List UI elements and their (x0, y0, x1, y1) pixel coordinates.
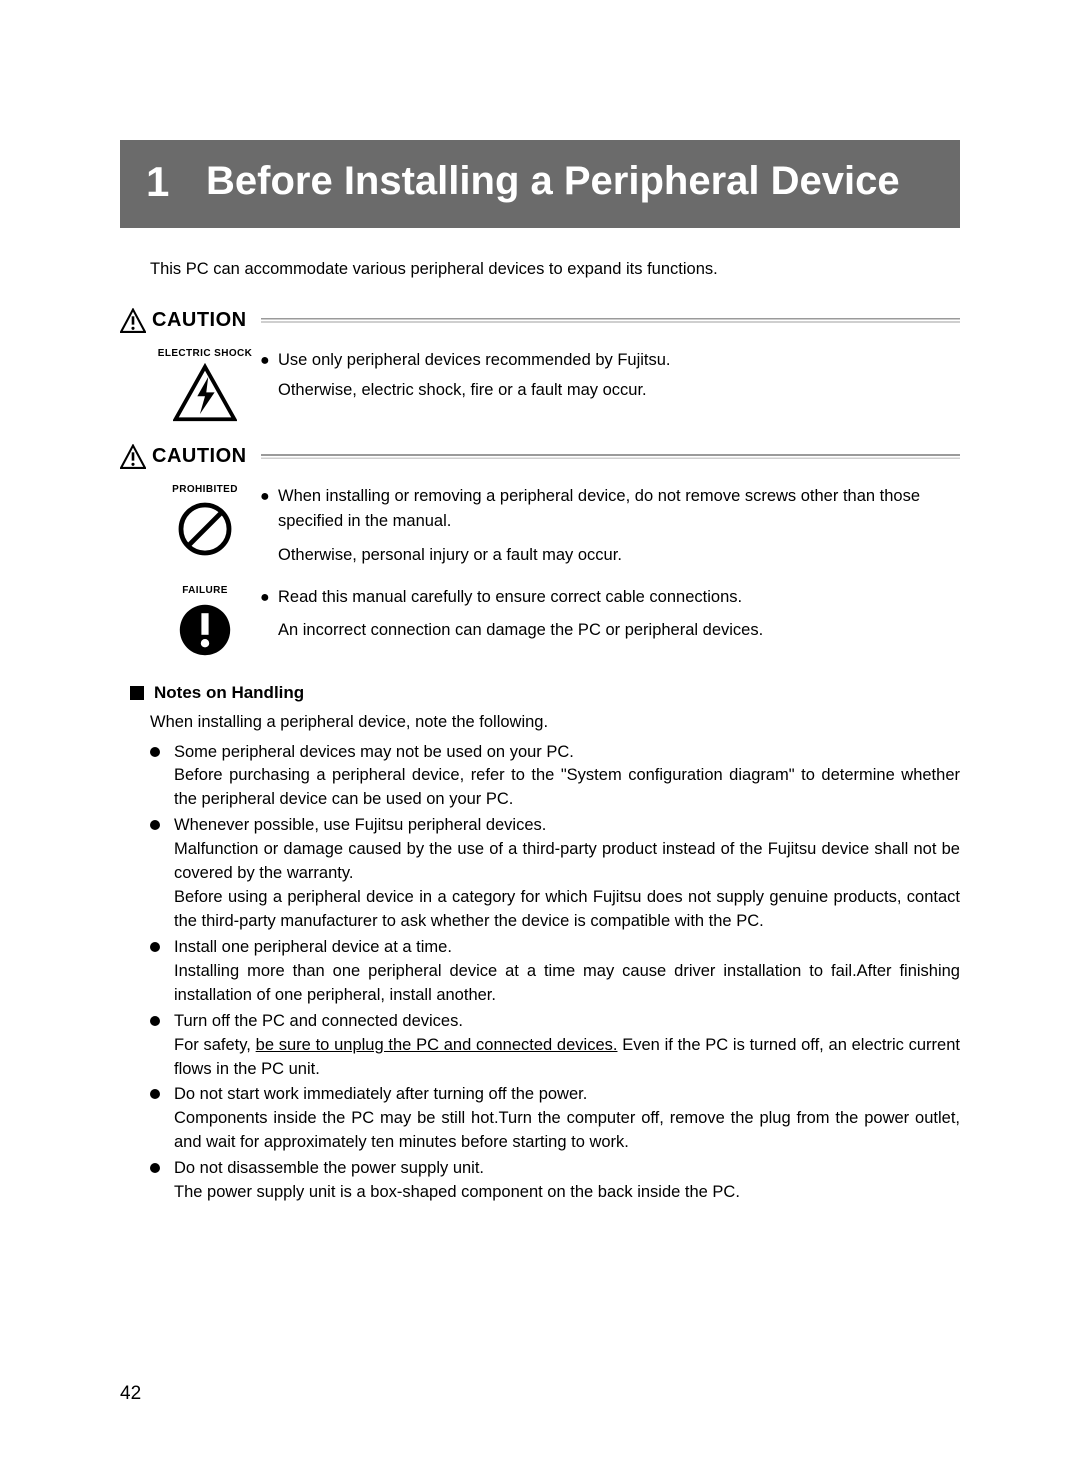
section-title-bar: 1 Before Installing a Peripheral Device (120, 140, 960, 228)
section-number: 1 (146, 158, 206, 206)
note-rest: Components inside the PC may be still ho… (174, 1107, 960, 1155)
warning-bullet: When installing or removing a peripheral… (278, 484, 960, 535)
section-title: Before Installing a Peripheral Device (206, 158, 900, 204)
note-item: Turn off the PC and connected devices.Fo… (150, 1010, 960, 1082)
warning-followup: An incorrect connection can damage the P… (278, 618, 960, 644)
warning-icon-label: FAILURE (150, 585, 260, 596)
note-item: Some peripheral devices may not be used … (150, 741, 960, 813)
warning-followup: Otherwise, personal injury or a fault ma… (278, 543, 960, 569)
warning-text: ● Use only peripheral devices recommende… (260, 348, 960, 428)
note-rest: The power supply unit is a box-shaped co… (174, 1181, 960, 1205)
bullet-dot-icon: ● (260, 585, 278, 611)
warning-row-failure: FAILURE ● Read this manual carefully to … (150, 585, 960, 665)
note-rest: Before purchasing a peripheral device, r… (174, 764, 960, 812)
warning-text: ● When installing or removing a peripher… (260, 484, 960, 569)
page-number: 42 (120, 1383, 141, 1405)
note-item: Install one peripheral device at a time.… (150, 936, 960, 1008)
note-body: Some peripheral devices may not be used … (174, 741, 960, 813)
bullet-dot-icon: ● (260, 484, 278, 535)
warning-text: ● Read this manual carefully to ensure c… (260, 585, 960, 665)
caution-label: CAUTION (152, 309, 247, 332)
intro-text: This PC can accommodate various peripher… (150, 258, 960, 282)
caution-rule (261, 318, 960, 323)
warning-icon-label: PROHIBITED (150, 484, 260, 495)
note-body: Do not start work immediately after turn… (174, 1083, 960, 1155)
caution-rule (261, 454, 960, 459)
bullet-dot-icon: ● (260, 348, 278, 374)
prohibited-icon (173, 499, 237, 559)
note-rest: Installing more than one peripheral devi… (174, 960, 960, 1008)
note-first-line: Do not disassemble the power supply unit… (174, 1157, 960, 1181)
page: 1 Before Installing a Peripheral Device … (0, 0, 1080, 1471)
note-body: Turn off the PC and connected devices.Fo… (174, 1010, 960, 1082)
warning-icon-col: ELECTRIC SHOCK (150, 348, 260, 428)
note-body: Install one peripheral device at a time.… (174, 936, 960, 1008)
warning-bullet: Use only peripheral devices recommended … (278, 348, 960, 374)
note-first-line: Install one peripheral device at a time. (174, 936, 960, 960)
failure-icon (173, 600, 237, 660)
note-rest: Malfunction or damage caused by the use … (174, 838, 960, 886)
caution-label: CAUTION (152, 445, 247, 468)
bullet-dot-icon (150, 741, 174, 813)
warning-icon-label: ELECTRIC SHOCK (150, 348, 260, 359)
warning-row-prohibited: PROHIBITED ● When installing or removing… (150, 484, 960, 569)
warning-icon-col: FAILURE (150, 585, 260, 665)
note-first-line: Whenever possible, use Fujitsu periphera… (174, 814, 960, 838)
note-item: Do not disassemble the power supply unit… (150, 1157, 960, 1205)
note-item: Whenever possible, use Fujitsu periphera… (150, 814, 960, 934)
square-bullet-icon (130, 686, 144, 700)
warning-triangle-icon (120, 444, 146, 470)
notes-intro: When installing a peripheral device, not… (150, 711, 960, 735)
bullet-dot-icon (150, 814, 174, 934)
warning-icon-col: PROHIBITED (150, 484, 260, 569)
electric-shock-icon (173, 363, 237, 423)
warning-followup: Otherwise, electric shock, fire or a fau… (278, 378, 960, 404)
note-item: Do not start work immediately after turn… (150, 1083, 960, 1155)
note-first-line: Turn off the PC and connected devices. (174, 1010, 960, 1034)
note-body: Whenever possible, use Fujitsu periphera… (174, 814, 960, 934)
bullet-dot-icon (150, 1083, 174, 1155)
caution-header-1: CAUTION (120, 308, 960, 334)
notes-list: Some peripheral devices may not be used … (150, 741, 960, 1206)
notes-header-text: Notes on Handling (154, 683, 304, 703)
warning-triangle-icon (120, 308, 146, 334)
notes-header: Notes on Handling (130, 683, 960, 703)
note-body: Do not disassemble the power supply unit… (174, 1157, 960, 1205)
caution-header-2: CAUTION (120, 444, 960, 470)
bullet-dot-icon (150, 1010, 174, 1082)
note-first-line: Do not start work immediately after turn… (174, 1083, 960, 1107)
note-rest: Before using a peripheral device in a ca… (174, 886, 960, 934)
warning-row-electric-shock: ELECTRIC SHOCK ● Use only peripheral dev… (150, 348, 960, 428)
bullet-dot-icon (150, 1157, 174, 1205)
warning-bullet: Read this manual carefully to ensure cor… (278, 585, 960, 611)
note-first-line: Some peripheral devices may not be used … (174, 741, 960, 765)
note-rest: For safety, be sure to unplug the PC and… (174, 1034, 960, 1082)
bullet-dot-icon (150, 936, 174, 1008)
